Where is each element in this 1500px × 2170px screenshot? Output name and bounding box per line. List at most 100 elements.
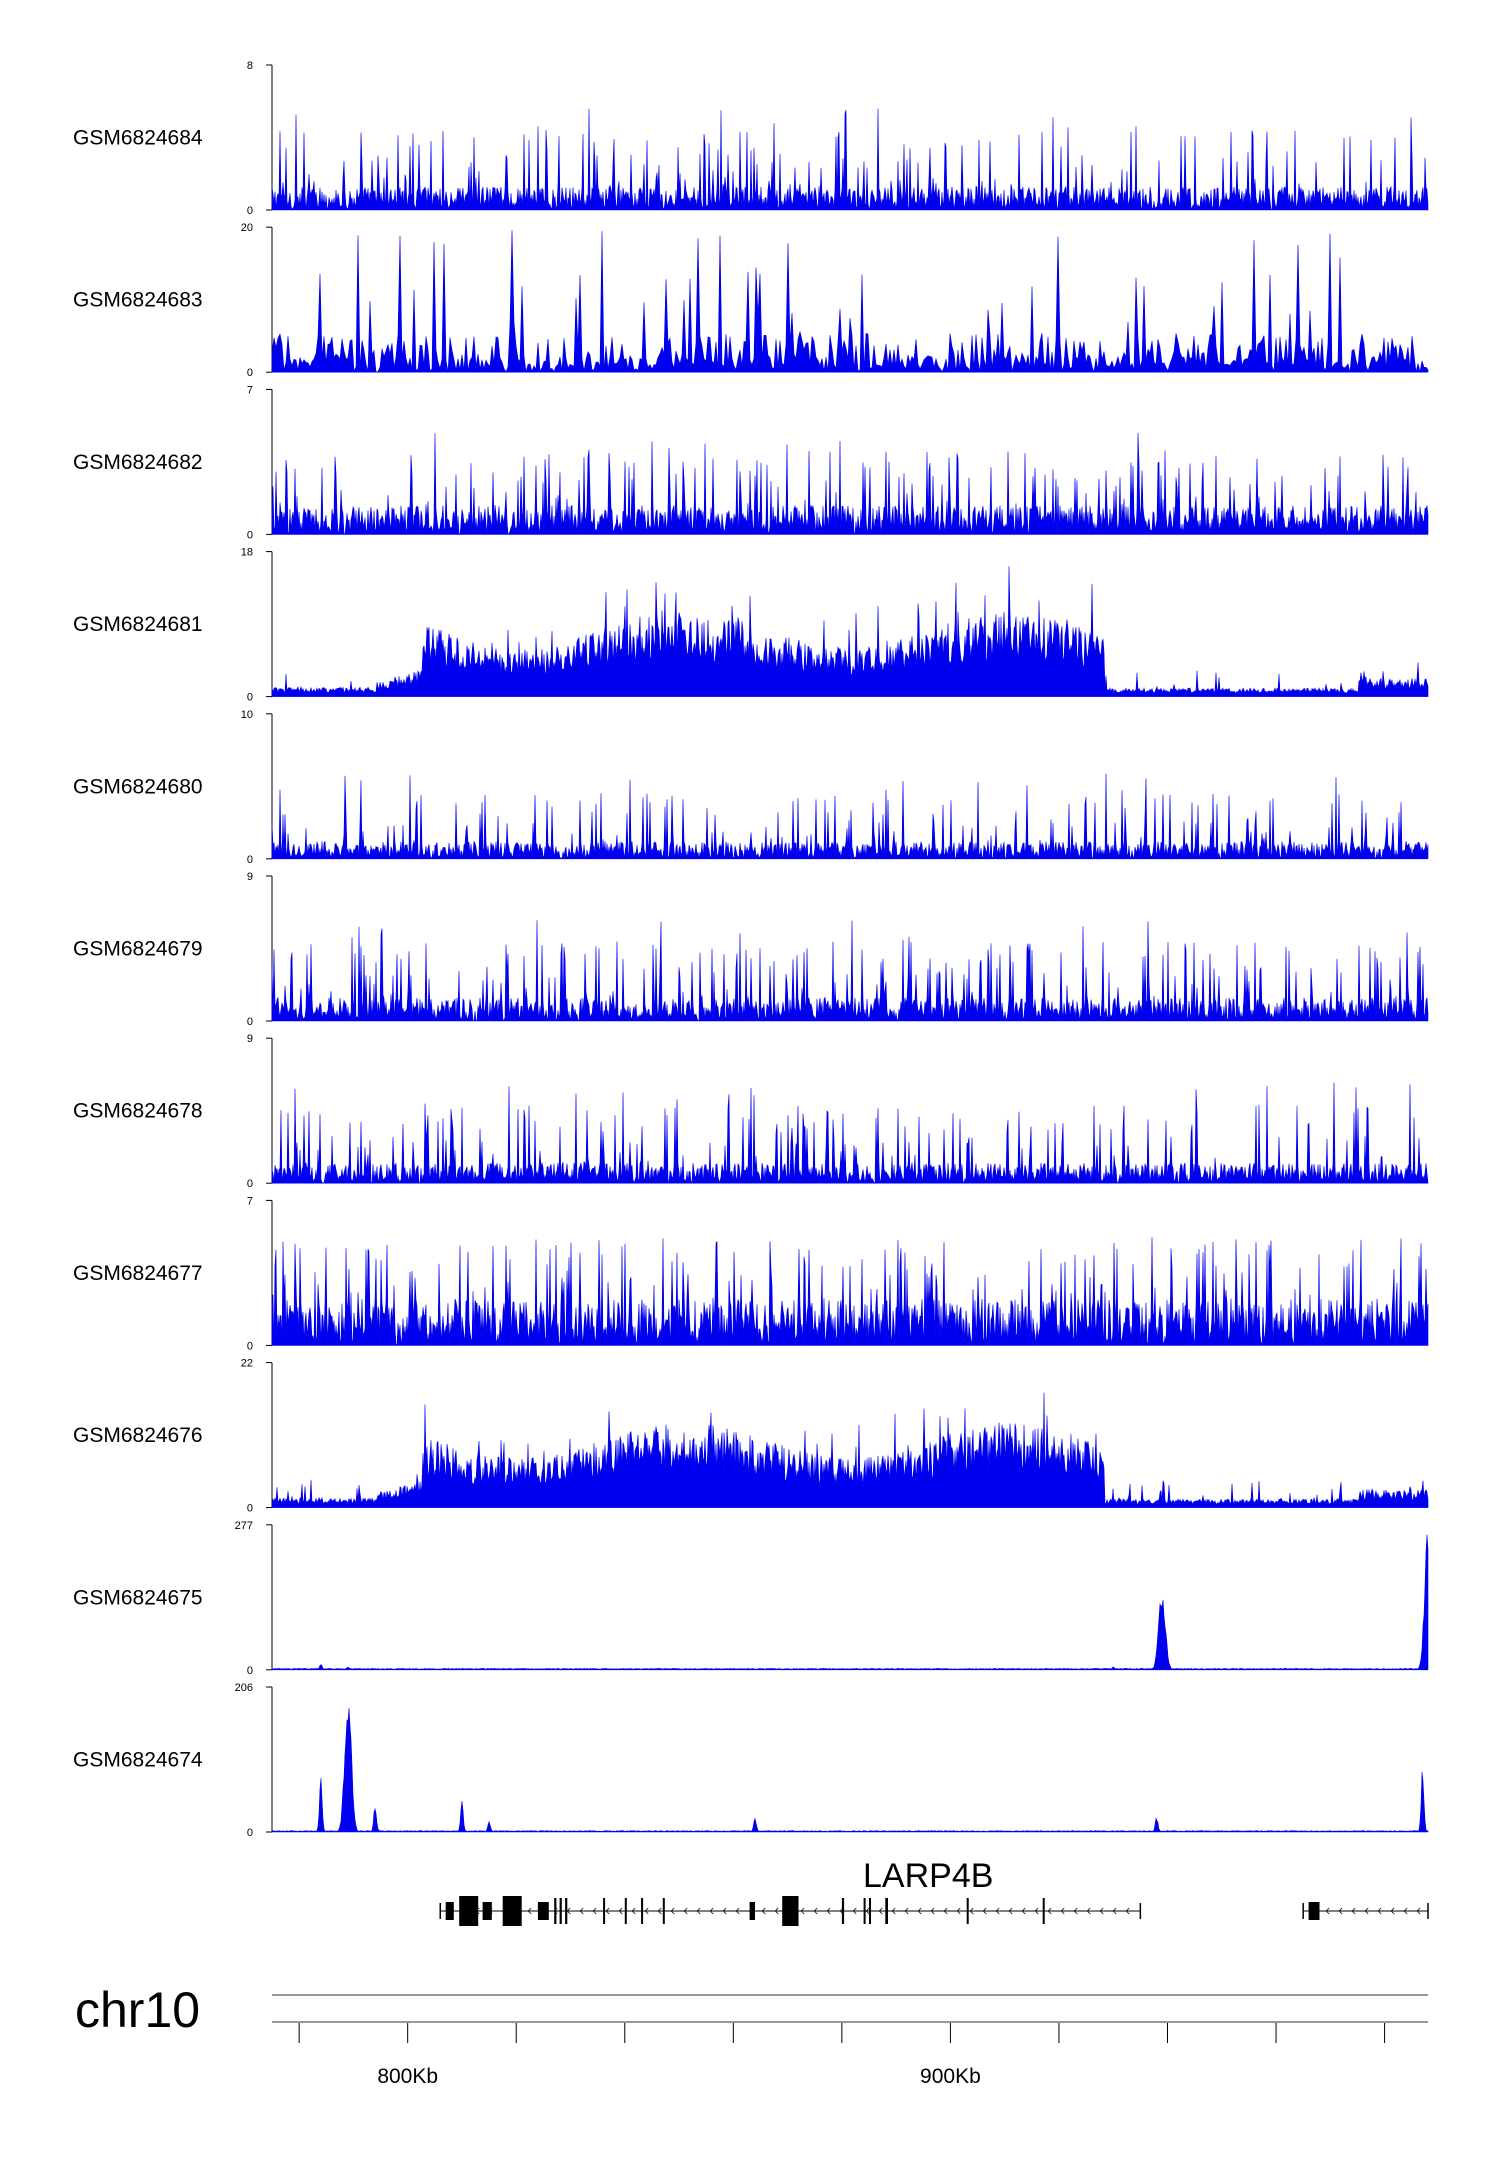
y-max-label: 18 — [241, 547, 253, 559]
track-GSM6824678: GSM6824678 9 0 — [73, 1033, 1429, 1190]
strand-arrow — [1073, 1907, 1078, 1915]
strand-arrow — [982, 1907, 987, 1915]
gene-larp4b: LARP4B — [439, 1857, 1142, 1926]
track-label: GSM6824677 — [73, 1262, 203, 1285]
track-label: GSM6824676 — [73, 1424, 203, 1447]
exon — [782, 1896, 799, 1926]
track-label: GSM6824675 — [73, 1586, 203, 1609]
x-tick-label: 800Kb — [377, 2065, 438, 2088]
strand-arrow — [1034, 1907, 1039, 1915]
signal-area — [271, 108, 1429, 211]
genome-axis: chr10 800Kb 900Kb — [75, 1982, 1428, 2088]
gene-label: LARP4B — [863, 1857, 993, 1895]
y-max-label: 9 — [247, 1033, 253, 1045]
strand-arrow — [579, 1907, 584, 1915]
strand-arrow — [774, 1907, 779, 1915]
x-tick-label: 900Kb — [920, 2065, 981, 2088]
track-label: GSM6824681 — [73, 613, 203, 636]
exon — [1308, 1902, 1320, 1920]
y-min-label: 0 — [247, 1340, 253, 1352]
track-GSM6824684: GSM6824684 8 0 — [73, 60, 1429, 217]
strand-arrow — [930, 1907, 935, 1915]
track-label: GSM6824680 — [73, 775, 203, 798]
track-GSM6824681: GSM6824681 18 0 — [73, 547, 1429, 704]
strand-arrow — [605, 1907, 610, 1915]
strand-arrow — [1338, 1907, 1343, 1915]
signal-area — [271, 773, 1429, 860]
strand-arrow — [1403, 1907, 1408, 1915]
strand-arrow — [592, 1907, 597, 1915]
signal-area — [271, 1708, 1429, 1833]
strand-arrow — [657, 1907, 662, 1915]
strand-arrow — [761, 1907, 766, 1915]
strand-arrow — [670, 1907, 675, 1915]
strand-arrow — [644, 1907, 649, 1915]
strand-arrow — [995, 1907, 1000, 1915]
strand-arrow — [709, 1907, 714, 1915]
y-min-label: 0 — [247, 1665, 253, 1677]
exon — [459, 1896, 479, 1926]
exon — [554, 1898, 557, 1924]
exon — [641, 1898, 644, 1924]
strand-arrow — [852, 1907, 857, 1915]
strand-arrow — [1125, 1907, 1130, 1915]
y-max-label: 20 — [241, 222, 253, 234]
strand-arrow — [891, 1907, 896, 1915]
y-min-label: 0 — [247, 1503, 253, 1515]
strand-arrow — [917, 1907, 922, 1915]
strand-arrow — [1099, 1907, 1104, 1915]
signal-area — [271, 1392, 1429, 1508]
exon — [869, 1898, 871, 1924]
strand-arrow — [631, 1907, 636, 1915]
track-label: GSM6824683 — [73, 289, 203, 312]
y-max-label: 8 — [247, 60, 253, 72]
track-label: GSM6824678 — [73, 1100, 203, 1123]
exon — [1042, 1898, 1045, 1924]
track-label: GSM6824684 — [73, 127, 203, 150]
strand-arrow — [813, 1907, 818, 1915]
strand-arrow — [1047, 1907, 1052, 1915]
strand-arrow — [735, 1907, 740, 1915]
signal-area — [271, 1534, 1429, 1671]
exon — [565, 1898, 568, 1924]
strand-arrow — [800, 1907, 805, 1915]
strand-arrow — [722, 1907, 727, 1915]
exon — [559, 1898, 562, 1924]
strand-arrow — [1364, 1907, 1369, 1915]
y-max-label: 22 — [241, 1358, 253, 1370]
strand-arrow — [1325, 1907, 1330, 1915]
exon — [502, 1896, 522, 1926]
track-GSM6824682: GSM6824682 7 0 — [73, 384, 1429, 541]
y-min-label: 0 — [247, 529, 253, 541]
y-max-label: 277 — [235, 1520, 253, 1532]
strand-arrow — [904, 1907, 909, 1915]
track-GSM6824680: GSM6824680 10 0 — [73, 709, 1429, 866]
exon — [624, 1898, 627, 1924]
strand-arrow — [1021, 1907, 1026, 1915]
track-label: GSM6824682 — [73, 451, 203, 474]
exon — [445, 1902, 454, 1920]
strand-arrow — [1416, 1907, 1421, 1915]
strand-arrow — [1008, 1907, 1013, 1915]
signal-area — [271, 566, 1429, 697]
strand-arrow — [618, 1907, 623, 1915]
track-label: GSM6824674 — [73, 1749, 203, 1772]
y-max-label: 7 — [247, 1195, 253, 1207]
track-GSM6824675: GSM6824675 277 0 — [73, 1520, 1429, 1677]
signal-area — [271, 920, 1429, 1022]
y-min-label: 0 — [247, 367, 253, 379]
y-max-label: 10 — [241, 709, 253, 721]
strand-arrow — [1351, 1907, 1356, 1915]
y-min-label: 0 — [247, 205, 253, 217]
track-GSM6824674: GSM6824674 206 0 — [73, 1682, 1429, 1839]
signal-area — [271, 1082, 1429, 1184]
exon — [603, 1898, 606, 1924]
y-min-label: 0 — [247, 1016, 253, 1028]
exon — [966, 1898, 969, 1924]
track-label: GSM6824679 — [73, 938, 203, 961]
y-max-label: 9 — [247, 871, 253, 883]
y-min-label: 0 — [247, 1178, 253, 1190]
signal-area — [271, 1237, 1429, 1346]
y-max-label: 206 — [235, 1682, 253, 1694]
